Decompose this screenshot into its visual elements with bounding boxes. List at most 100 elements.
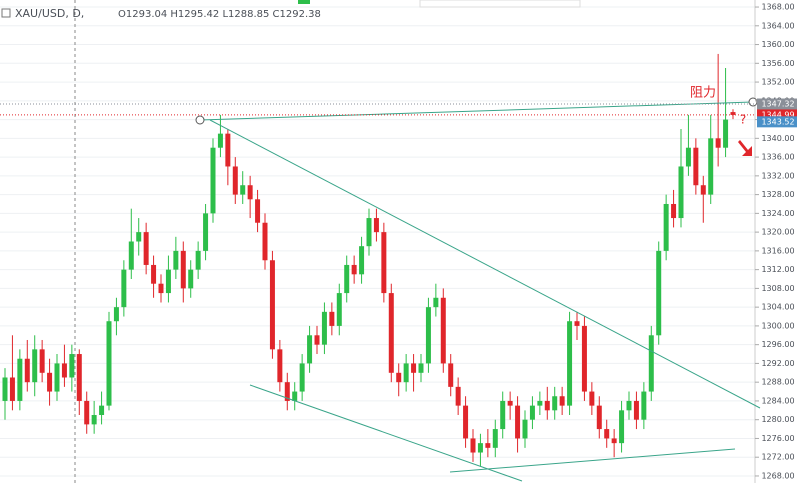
candle-body [448, 363, 454, 387]
candle-body [567, 321, 573, 406]
candle-body [574, 321, 580, 326]
y-tick-label: 1272.00 [761, 453, 794, 462]
drawings [195, 97, 761, 482]
trend-line [249, 384, 523, 482]
candle-body [425, 307, 431, 364]
y-tick-label: 1356.00 [761, 59, 794, 68]
candle-body [69, 354, 75, 378]
candle-body [685, 147, 691, 167]
candle-body [247, 185, 253, 200]
candle-body [151, 264, 157, 284]
y-tick-label: 1332.00 [761, 171, 794, 180]
candle-body [143, 232, 149, 265]
candle-body [61, 363, 67, 378]
candle-body [648, 335, 654, 392]
candles [2, 53, 736, 467]
candle-body [581, 325, 587, 392]
candle-body [730, 112, 736, 115]
y-tick-label: 1292.00 [761, 359, 794, 368]
candle-body [500, 400, 506, 430]
candle-body [463, 405, 469, 439]
y-tick-label: 1320.00 [761, 228, 794, 237]
candle-body [17, 358, 23, 401]
y-tick-label: 1324.00 [761, 209, 794, 218]
y-tick-label: 1360.00 [761, 40, 794, 49]
candle-body [589, 391, 595, 406]
annotation: ? [740, 113, 746, 127]
candle-body [180, 250, 186, 289]
candle-body [99, 405, 105, 416]
candle-body [329, 311, 335, 326]
candle-body [663, 203, 669, 251]
symbol: XAU/USD, D, [15, 7, 84, 20]
candle-body [544, 400, 550, 411]
y-tick-label: 1276.00 [761, 434, 794, 443]
price-label: 1344.99 [761, 110, 794, 119]
y-tick-label: 1296.00 [761, 340, 794, 349]
candle-body [284, 382, 290, 401]
candle-body [708, 138, 714, 195]
candle-body [128, 241, 134, 270]
candle-body [359, 246, 365, 275]
candle-body [255, 199, 261, 223]
candle-body [203, 213, 209, 251]
candle-body [433, 297, 439, 308]
anchor[interactable] [195, 115, 205, 125]
price-label-box [757, 116, 797, 128]
candle-body [537, 400, 543, 406]
candle-body [522, 419, 528, 439]
candle-body [678, 166, 684, 219]
candle-body [91, 415, 97, 425]
candle-body [217, 133, 223, 148]
candle-body [307, 335, 313, 364]
candle-body [76, 354, 82, 401]
collapse-icon[interactable] [1, 8, 11, 18]
candle-body [656, 250, 662, 336]
y-tick-label: 1308.00 [761, 284, 794, 293]
price-label: 1343.52 [761, 117, 794, 126]
arrow [738, 140, 752, 156]
y-tick-label: 1312.00 [761, 265, 794, 274]
candle-body [158, 283, 164, 294]
y-tick-label: 1328.00 [761, 190, 794, 199]
candle-body [225, 133, 231, 167]
candle-body [552, 396, 558, 411]
candle-body [693, 147, 699, 186]
toolbar-box[interactable] [419, 0, 581, 8]
candle-body [299, 363, 305, 392]
anchor[interactable] [748, 97, 758, 107]
candle-body [619, 410, 625, 444]
candle-body [39, 349, 45, 373]
y-tick-label: 1336.00 [761, 153, 794, 162]
candle-body [106, 321, 112, 406]
candle-body [529, 405, 535, 420]
candle-body [269, 260, 275, 350]
trend-line [209, 119, 761, 409]
candle-body [515, 405, 521, 439]
candle-body [381, 232, 387, 294]
candle-body [418, 363, 424, 373]
candle-body [671, 203, 677, 219]
candle-body [292, 391, 298, 401]
candle-body [633, 400, 639, 420]
candle-body [396, 372, 402, 383]
candle-body [336, 293, 342, 326]
candle-body [411, 363, 417, 373]
annotation: 阻力 [690, 86, 716, 101]
candle-body [626, 400, 632, 411]
candle-body [388, 293, 394, 373]
y-tick-label: 1280.00 [761, 415, 794, 424]
candle-body [47, 372, 53, 392]
y-tick-label: 1284.00 [761, 396, 794, 405]
candle-body [262, 222, 268, 261]
price-label-box [757, 109, 797, 121]
y-tick-label: 1304.00 [761, 303, 794, 312]
candle-body [188, 269, 194, 289]
y-tick-label: 1268.00 [761, 471, 794, 480]
candle-body [373, 218, 379, 233]
candle-body [715, 138, 721, 148]
candle-body [210, 147, 216, 214]
candle-body [492, 429, 498, 448]
candle-body [173, 250, 179, 270]
